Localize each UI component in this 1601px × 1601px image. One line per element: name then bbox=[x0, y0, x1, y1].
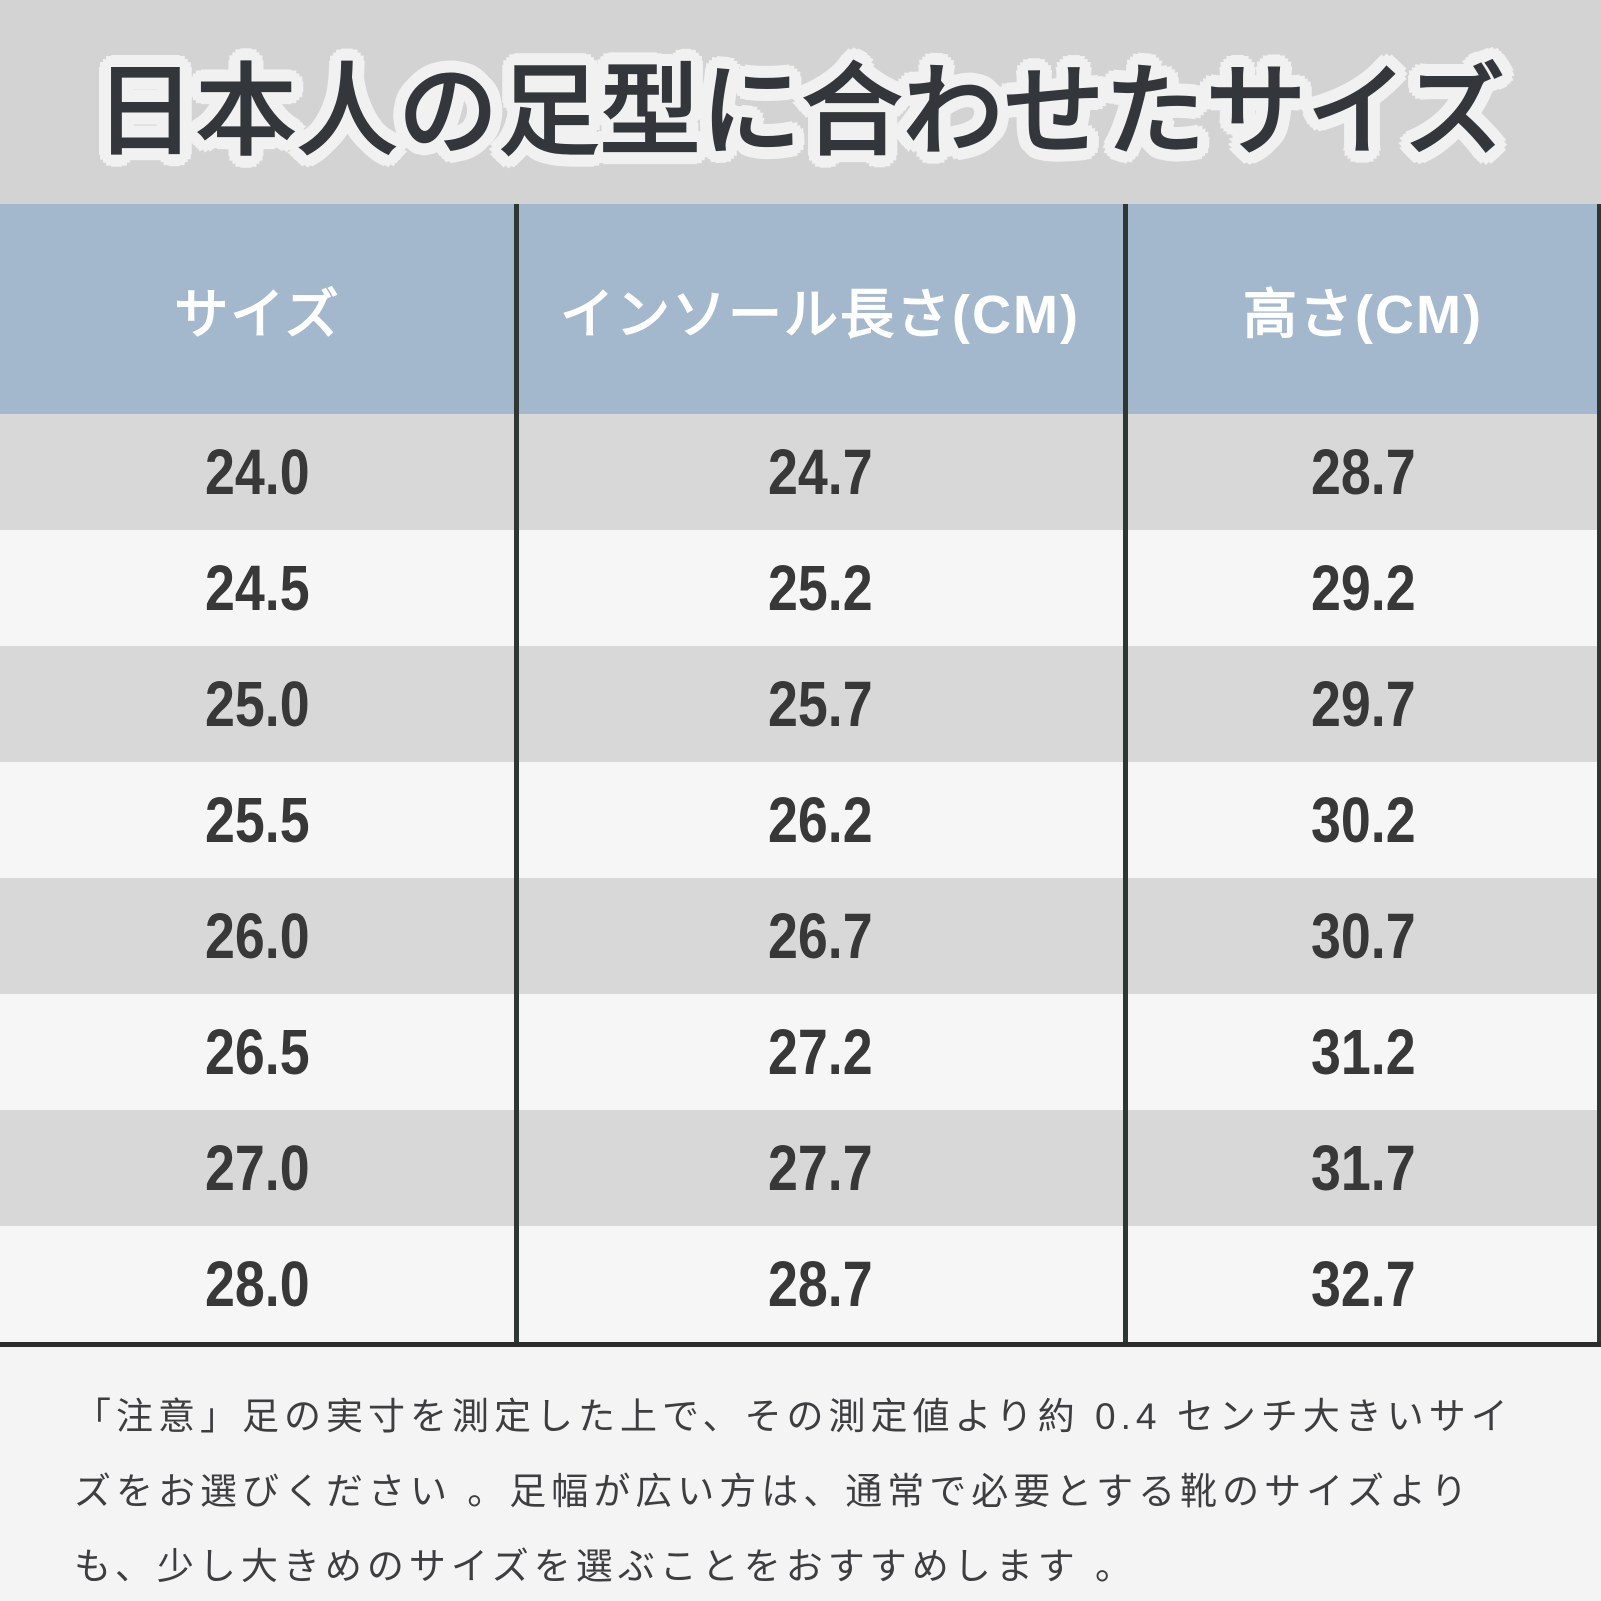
cell-insole-length: 28.7 bbox=[767, 1248, 873, 1320]
cell-height: 28.7 bbox=[1310, 436, 1416, 508]
table-right-border bbox=[1597, 204, 1601, 1342]
header-cell-insole-length: インソール長さ(CM) bbox=[560, 284, 1080, 345]
table-row: 25.0 25.7 29.7 bbox=[0, 646, 1601, 762]
cell-insole-length: 26.7 bbox=[767, 900, 873, 972]
note-band: 「注意」足の実寸を測定した上で、その測定値より約 0.4 センチ大きいサイズをお… bbox=[0, 1347, 1601, 1601]
cell-height: 29.2 bbox=[1310, 552, 1416, 624]
cell-size: 28.0 bbox=[205, 1248, 310, 1320]
cell-height: 30.2 bbox=[1310, 784, 1416, 856]
cell-height: 30.7 bbox=[1310, 900, 1416, 972]
header-cell-size: サイズ bbox=[174, 284, 341, 345]
cell-height: 31.7 bbox=[1310, 1132, 1416, 1204]
table-row: 24.5 25.2 29.2 bbox=[0, 530, 1601, 646]
cell-insole-length: 24.7 bbox=[767, 436, 873, 508]
page-title: 日本人の足型に合わせたサイズ bbox=[95, 55, 1506, 168]
table-row: 24.0 24.7 28.7 bbox=[0, 414, 1601, 530]
cell-height: 29.7 bbox=[1310, 668, 1416, 740]
cell-size: 24.0 bbox=[205, 436, 310, 508]
table-row: 25.5 26.2 30.2 bbox=[0, 762, 1601, 878]
table-body: 24.0 24.7 28.7 24.5 25.2 29.2 25.0 25.7 … bbox=[0, 414, 1601, 1342]
cell-size: 26.5 bbox=[205, 1016, 310, 1088]
cell-height: 32.7 bbox=[1310, 1248, 1416, 1320]
column-divider bbox=[514, 204, 519, 1342]
cell-insole-length: 27.7 bbox=[767, 1132, 873, 1204]
cell-size: 25.5 bbox=[205, 784, 310, 856]
cell-insole-length: 26.2 bbox=[767, 784, 873, 856]
title-band: 日本人の足型に合わせたサイズ bbox=[0, 0, 1601, 204]
size-table: サイズ インソール長さ(CM) 高さ(CM) 24.0 24.7 28.7 24… bbox=[0, 204, 1601, 1347]
cell-size: 24.5 bbox=[205, 552, 310, 624]
table-row: 26.0 26.7 30.7 bbox=[0, 878, 1601, 994]
cell-size: 26.0 bbox=[205, 900, 310, 972]
note-text: 「注意」足の実寸を測定した上で、その測定値より約 0.4 センチ大きいサイズをお… bbox=[74, 1396, 1513, 1587]
table-row: 26.5 27.2 31.2 bbox=[0, 994, 1601, 1110]
cell-size: 25.0 bbox=[205, 668, 310, 740]
table-row: 28.0 28.7 32.7 bbox=[0, 1226, 1601, 1342]
header-cell-height: 高さ(CM) bbox=[1243, 284, 1483, 345]
cell-size: 27.0 bbox=[205, 1132, 310, 1204]
table-header-row: サイズ インソール長さ(CM) 高さ(CM) bbox=[0, 204, 1601, 414]
cell-height: 31.2 bbox=[1310, 1016, 1416, 1088]
cell-insole-length: 25.7 bbox=[767, 668, 873, 740]
column-divider bbox=[1123, 204, 1128, 1342]
cell-insole-length: 25.2 bbox=[767, 552, 873, 624]
table-row: 27.0 27.7 31.7 bbox=[0, 1110, 1601, 1226]
cell-insole-length: 27.2 bbox=[767, 1016, 873, 1088]
